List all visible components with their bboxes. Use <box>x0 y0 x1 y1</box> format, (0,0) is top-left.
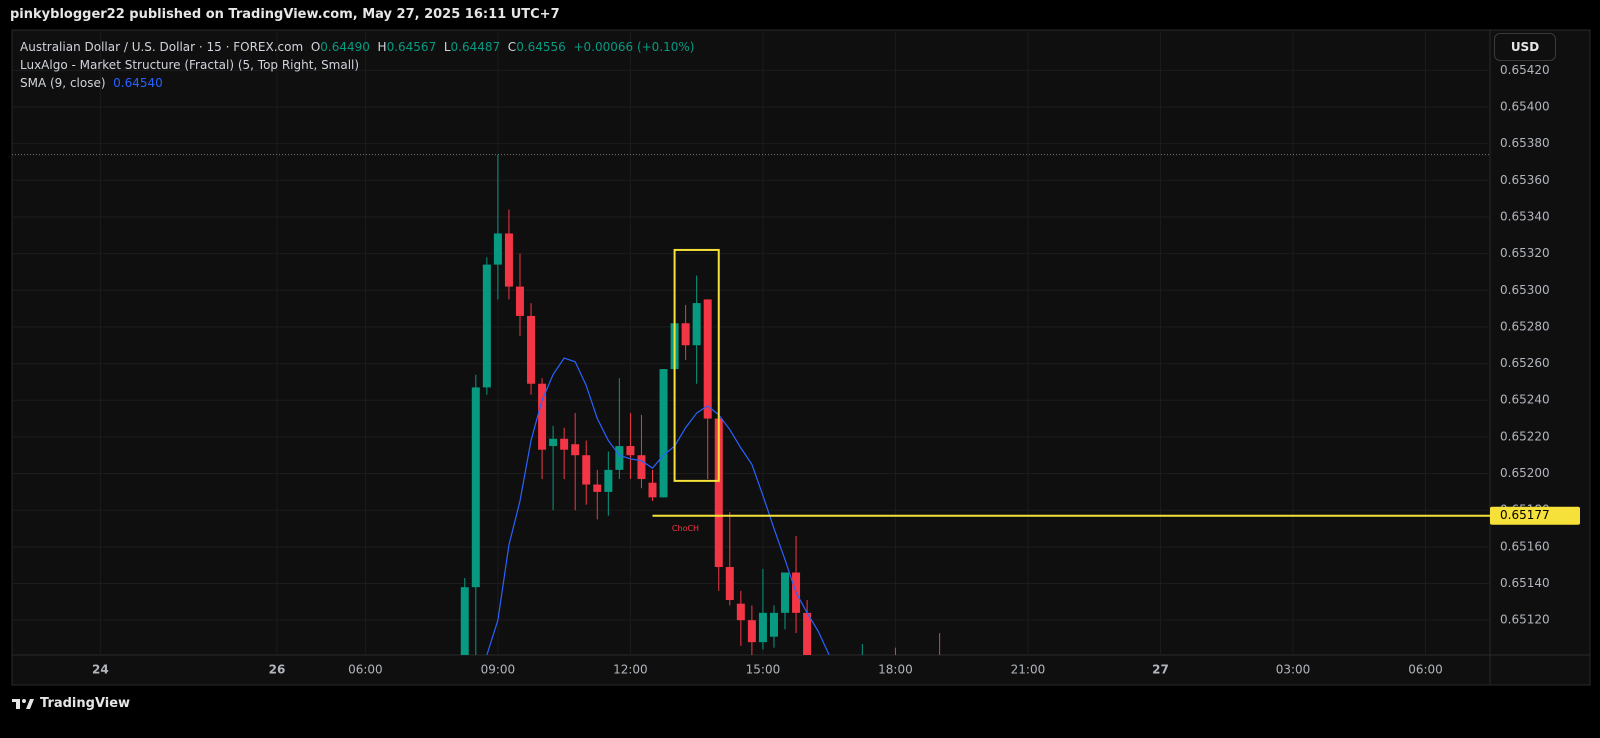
candle-body <box>604 469 613 492</box>
candle-body <box>504 233 513 287</box>
candle-body <box>703 299 712 419</box>
y-tick-label: 0.65260 <box>1500 356 1550 370</box>
change: +0.00066 (+0.10%) <box>573 40 695 54</box>
candle-body <box>692 303 701 346</box>
x-tick-label: 26 <box>269 663 286 677</box>
candle-body <box>725 567 734 601</box>
sma-legend[interactable]: SMA (9, close) 0.64540 <box>20 74 694 92</box>
plot-area: ChoCH <box>12 154 1490 655</box>
candle-body <box>626 446 635 456</box>
y-tick-label: 0.65400 <box>1500 99 1550 113</box>
candle-body <box>781 572 790 613</box>
y-tick-label: 0.65220 <box>1500 429 1550 443</box>
x-tick-label: 24 <box>92 663 109 677</box>
choch-label: ChoCH <box>672 524 699 533</box>
level-tag-label: 0.65177 <box>1500 508 1550 522</box>
level-tag <box>1490 506 1580 525</box>
candle-body <box>803 612 812 655</box>
c-value: 0.64556 <box>516 40 566 54</box>
candle-body <box>538 383 547 450</box>
indicator[interactable]: LuxAlgo - Market Structure (Fractal) (5,… <box>20 58 360 72</box>
publisher-header: pinkyblogger22 published on TradingView.… <box>10 7 560 22</box>
candle-body <box>758 612 767 643</box>
candle-body <box>571 444 580 456</box>
y-tick-label: 0.65240 <box>1500 393 1550 407</box>
sma-value: 0.64540 <box>113 76 163 90</box>
highlight-box <box>673 248 720 482</box>
y-tick-label: 0.65280 <box>1500 319 1550 333</box>
candle-body <box>615 446 624 470</box>
candle-body <box>493 233 502 265</box>
candle-body <box>714 418 723 568</box>
y-tick-label: 0.65300 <box>1500 283 1550 297</box>
y-tick-label: 0.65140 <box>1500 576 1550 590</box>
x-tick-label: 06:00 <box>1408 663 1443 677</box>
l-value: 0.64487 <box>450 40 501 54</box>
chart-pane <box>11 29 1591 686</box>
x-tick-label: 09:00 <box>481 663 516 677</box>
x-tick-label: 27 <box>1152 663 1169 677</box>
currency-button[interactable]: USD <box>1494 33 1556 61</box>
candle-body <box>769 612 778 637</box>
h-value: 0.64567 <box>386 40 437 54</box>
x-tick-label: 21:00 <box>1011 663 1046 677</box>
x-tick-label: 06:00 <box>348 663 383 677</box>
symbol: Australian Dollar / U.S. Dollar · 15 · F… <box>20 40 304 54</box>
o-label: O <box>310 40 321 54</box>
candle-body <box>527 315 536 384</box>
symbol-line: Australian Dollar / U.S. Dollar · 15 · F… <box>20 38 694 56</box>
candle-body <box>637 455 646 480</box>
candle-body <box>460 587 469 655</box>
candle-body <box>648 482 657 498</box>
candle-body <box>549 438 558 447</box>
axes: 0.651200.651400.651600.651800.652000.652… <box>92 63 1580 677</box>
candle-body <box>560 438 569 450</box>
x-tick-label: 12:00 <box>613 663 648 677</box>
y-tick-label: 0.65320 <box>1500 246 1550 260</box>
l-label: L <box>443 40 451 54</box>
candle-body <box>747 620 756 643</box>
candle-body <box>582 455 591 485</box>
o-value: 0.64490 <box>320 40 370 54</box>
candle-body <box>593 484 602 492</box>
x-tick-label: 15:00 <box>746 663 781 677</box>
logo <box>12 698 34 709</box>
candle-body <box>515 286 524 316</box>
y-tick-label: 0.65360 <box>1500 173 1550 187</box>
footer: TradingView <box>12 696 130 711</box>
y-tick-label: 0.65120 <box>1500 613 1550 627</box>
y-tick-label: 0.65340 <box>1500 209 1550 223</box>
x-tick-label: 03:00 <box>1276 663 1311 677</box>
sma-name: SMA (9, close) <box>20 76 106 90</box>
c-label: C <box>507 40 517 54</box>
candle-body <box>471 387 480 588</box>
legend: Australian Dollar / U.S. Dollar · 15 · F… <box>20 38 694 92</box>
x-tick-label: 18:00 <box>878 663 913 677</box>
grid <box>12 30 1490 655</box>
candle-body <box>659 369 668 498</box>
y-tick-label: 0.65380 <box>1500 136 1550 150</box>
y-tick-label: 0.65200 <box>1500 466 1550 480</box>
h-label: H <box>377 40 387 54</box>
footer-brand: TradingView <box>40 696 131 711</box>
sma-line <box>486 357 830 655</box>
y-tick-label: 0.65160 <box>1500 539 1550 553</box>
candle-body <box>681 323 690 346</box>
y-tick-label: 0.65420 <box>1500 63 1550 77</box>
candle-body <box>736 603 745 621</box>
candle-body <box>482 264 491 388</box>
